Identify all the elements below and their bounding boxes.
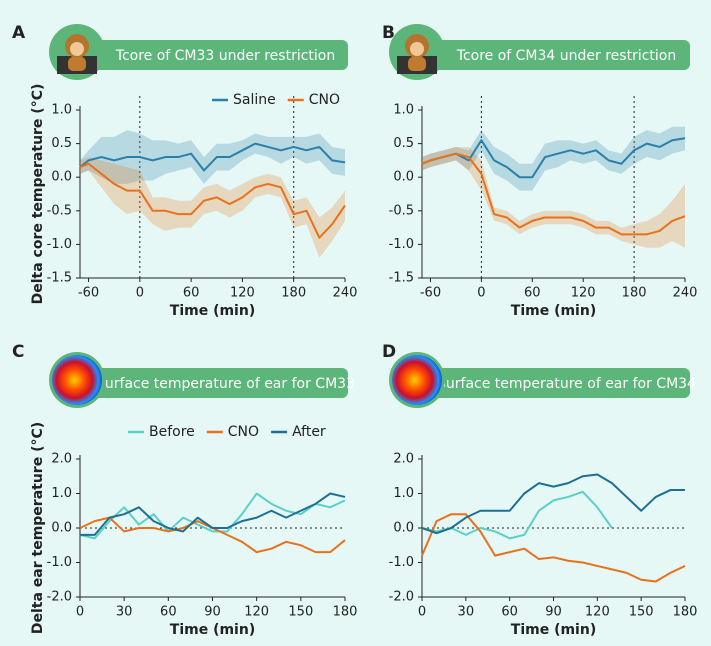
series-line: [421, 513, 686, 583]
series-line: [80, 492, 346, 536]
x-axis-label: Time (min): [170, 303, 255, 319]
x-tick-label: 150: [629, 605, 654, 620]
x-tick-label: 0: [418, 605, 426, 620]
y-tick-label: -1.5: [47, 271, 72, 286]
thermal-image: [392, 355, 442, 405]
panel-header: [75, 40, 348, 70]
x-axis-label: Time (min): [511, 303, 596, 319]
y-tick-label: -1.0: [47, 555, 72, 570]
y-tick-label: 0.0: [393, 521, 414, 536]
x-tick-label: 0: [76, 605, 84, 620]
panel-header: [415, 40, 690, 70]
x-tick-label: 90: [545, 605, 562, 620]
panel-letter: D: [382, 342, 396, 362]
x-tick-label: -60: [78, 286, 99, 301]
x-tick-label: 60: [524, 286, 541, 301]
y-tick-label: -1.5: [389, 271, 414, 286]
thermal-image: [52, 355, 102, 405]
x-tick-label: 30: [116, 605, 133, 620]
y-tick-label: 0.0: [51, 170, 72, 185]
legend-label: CNO: [228, 424, 259, 440]
x-tick-label: 180: [673, 605, 698, 620]
x-tick-label: 180: [333, 605, 358, 620]
y-tick-label: -0.5: [47, 203, 72, 218]
x-tick-label: 180: [622, 286, 647, 301]
y-tick-label: -0.5: [389, 203, 414, 218]
x-tick-label: 60: [160, 605, 177, 620]
panel-letter: B: [382, 23, 395, 43]
series-line: [79, 492, 346, 540]
series-line: [79, 142, 346, 172]
error-band: [80, 130, 345, 184]
error-band: [422, 146, 685, 248]
x-tick-label: 120: [571, 286, 596, 301]
y-axis-label: Delta core temperature (°C): [30, 84, 46, 305]
y-tick-label: 0.0: [51, 521, 72, 536]
panel-title: Surface temperature of ear for CM34: [437, 376, 696, 392]
x-axis-label: Time (min): [511, 622, 596, 638]
x-tick-label: 120: [244, 605, 269, 620]
monkey-body: [68, 57, 86, 71]
x-tick-label: 180: [281, 286, 306, 301]
y-tick-label: -1.0: [47, 237, 72, 252]
y-tick-label: 1.0: [51, 103, 72, 118]
x-tick-label: 150: [288, 605, 313, 620]
y-tick-label: 0.0: [393, 170, 414, 185]
legend-label: Before: [149, 424, 195, 440]
x-axis-label: Time (min): [170, 622, 255, 638]
legend-label: Saline: [233, 92, 276, 108]
x-tick-label: 30: [458, 605, 475, 620]
series-line: [421, 473, 685, 535]
y-tick-label: 2.0: [51, 452, 72, 467]
y-tick-label: 1.0: [51, 486, 72, 501]
x-tick-label: 120: [230, 286, 255, 301]
x-tick-label: 0: [136, 286, 144, 301]
y-tick-label: 2.0: [393, 452, 414, 467]
panel-header: [75, 368, 348, 398]
y-axis-label: Delta ear temperature (°C): [30, 422, 46, 634]
y-tick-label: 1.0: [393, 486, 414, 501]
y-tick-label: -1.0: [389, 237, 414, 252]
monkey-face: [410, 42, 424, 56]
legend-label: After: [292, 424, 326, 440]
y-tick-label: -2.0: [389, 590, 414, 605]
legend-label: CNO: [309, 92, 340, 108]
y-tick-label: -1.0: [389, 555, 414, 570]
monkey-body: [408, 57, 426, 71]
series-line: [421, 137, 686, 179]
x-tick-label: -60: [420, 286, 441, 301]
x-tick-label: 90: [204, 605, 221, 620]
panel-letter: C: [12, 342, 24, 362]
error-band: [422, 126, 685, 191]
x-tick-label: 0: [477, 286, 485, 301]
panel-header: [415, 368, 690, 398]
x-tick-label: 240: [673, 286, 698, 301]
monkey-face: [70, 42, 84, 56]
y-tick-label: 1.0: [393, 103, 414, 118]
series-line: [79, 162, 346, 239]
y-tick-label: -2.0: [47, 590, 72, 605]
panel-title: Surface temperature of ear for CM33: [96, 376, 355, 392]
y-tick-label: 0.5: [51, 136, 72, 151]
y-tick-label: 0.5: [393, 136, 414, 151]
x-tick-label: 240: [333, 286, 358, 301]
panel-title: Tcore of CM33 under restriction: [115, 48, 335, 64]
series-line: [421, 490, 613, 540]
series-line: [421, 152, 686, 236]
error-band: [80, 157, 345, 258]
x-tick-label: 60: [183, 286, 200, 301]
panel-title: Tcore of CM34 under restriction: [456, 48, 676, 64]
x-tick-label: 60: [501, 605, 518, 620]
panel-letter: A: [12, 23, 26, 43]
x-tick-label: 120: [585, 605, 610, 620]
